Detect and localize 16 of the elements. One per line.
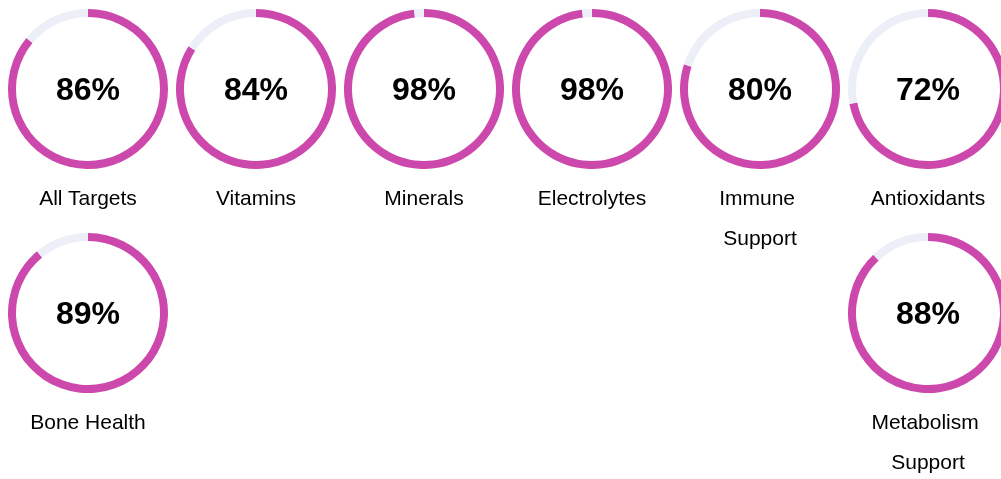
data-label: 80% [727, 71, 793, 107]
text: Metabolism Support [871, 409, 985, 473]
text: Vitamins [215, 185, 297, 209]
data-label: 72% [895, 71, 961, 107]
text: Electrolytes [537, 185, 647, 209]
text: Minerals [384, 185, 464, 209]
data-label: 84% [223, 71, 289, 107]
data-label: 98% [391, 71, 457, 107]
text: All Targets [39, 185, 137, 209]
text: Immune Support [719, 185, 801, 249]
text: Antioxidants [870, 185, 986, 209]
data-label: 88% [895, 295, 961, 331]
data-label: 86% [55, 71, 121, 107]
text: Bone Health [30, 409, 146, 433]
data-label: 89% [55, 295, 121, 331]
data-label: 98% [559, 71, 625, 107]
